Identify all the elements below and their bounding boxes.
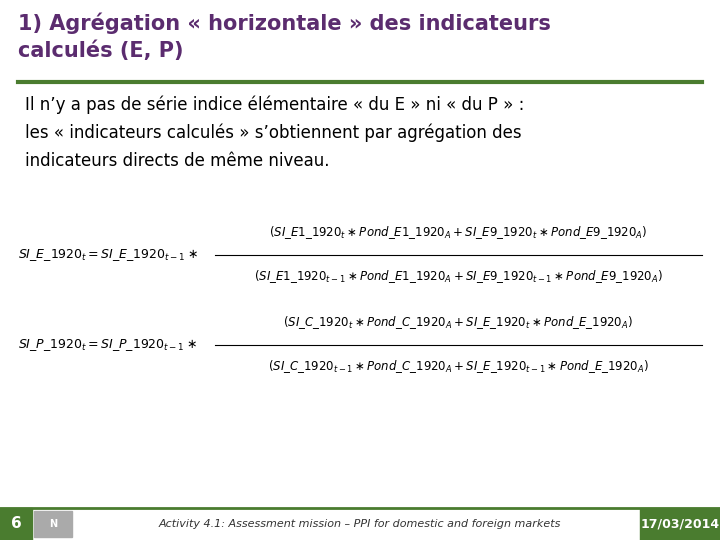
Text: $(SI\_C\_1920_{t-1} \ast Pond\_C\_1920_A + SI\_E\_1920_{t-1} \ast Pond\_E\_1920_: $(SI\_C\_1920_{t-1} \ast Pond\_C\_1920_A… xyxy=(268,359,649,375)
Text: N: N xyxy=(49,519,57,529)
Text: $(SI\_E1\_1920_{t-1} \ast Pond\_E1\_1920_A + SI\_E9\_1920_{t-1} \ast Pond\_E9\_1: $(SI\_E1\_1920_{t-1} \ast Pond\_E1\_1920… xyxy=(254,268,663,286)
Text: $(SI\_C\_1920_t \ast Pond\_C\_1920_A + SI\_E\_1920_t \ast Pond\_E\_1920_A)$: $(SI\_C\_1920_t \ast Pond\_C\_1920_A + S… xyxy=(284,314,634,332)
Text: $SI\_E\_1920_t = SI\_E\_1920_{t-1} \ast$: $SI\_E\_1920_t = SI\_E\_1920_{t-1} \ast$ xyxy=(18,247,198,263)
Text: $SI\_P\_1920_t = SI\_P\_1920_{t-1} \ast$: $SI\_P\_1920_t = SI\_P\_1920_{t-1} \ast$ xyxy=(18,337,197,353)
Bar xyxy=(0,508,720,540)
Text: Il n’y a pas de série indice élémentaire « du E » ni « du P » :
les « indicateur: Il n’y a pas de série indice élémentaire… xyxy=(25,96,524,170)
Text: $(SI\_E1\_1920_t \ast Pond\_E1\_1920_A + SI\_E9\_1920_t \ast Pond\_E9\_1920_A)$: $(SI\_E1\_1920_t \ast Pond\_E1\_1920_A +… xyxy=(269,225,648,241)
Text: Activity 4.1: Assessment mission – PPI for domestic and foreign markets: Activity 4.1: Assessment mission – PPI f… xyxy=(159,519,561,529)
Text: 6: 6 xyxy=(11,516,22,531)
Bar xyxy=(34,511,72,537)
Text: 1) Agrégation « horizontale » des indicateurs: 1) Agrégation « horizontale » des indica… xyxy=(18,12,551,33)
Bar xyxy=(640,508,720,540)
Text: 17/03/2014: 17/03/2014 xyxy=(640,517,719,530)
Bar xyxy=(0,508,32,540)
Text: calculés (E, P): calculés (E, P) xyxy=(18,40,184,60)
